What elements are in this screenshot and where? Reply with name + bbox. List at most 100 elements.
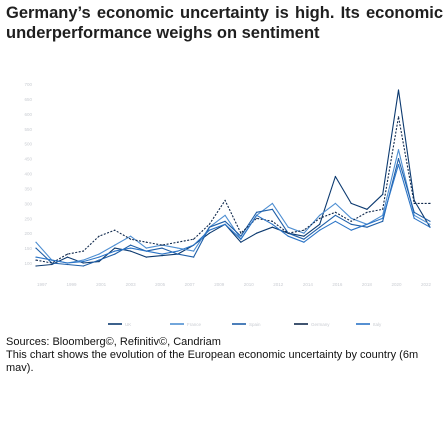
y-tick-label: 500	[24, 142, 32, 147]
data-point	[208, 223, 210, 225]
data-point	[303, 229, 305, 231]
data-point	[35, 256, 37, 258]
data-point	[271, 226, 273, 228]
data-point	[397, 164, 400, 166]
data-point	[429, 223, 431, 225]
x-tick-label: 2018	[362, 282, 373, 287]
data-point	[130, 247, 132, 249]
data-point	[208, 226, 210, 228]
y-tick-label: 550	[24, 127, 32, 132]
x-tick-label: 2010	[244, 282, 255, 287]
data-point	[397, 89, 400, 91]
data-point	[145, 250, 147, 252]
data-point	[303, 241, 305, 243]
legend-label: UK	[125, 322, 131, 327]
data-point	[98, 235, 100, 237]
data-point	[145, 256, 147, 258]
data-point	[82, 259, 84, 261]
y-tick-label: 600	[24, 112, 32, 117]
data-point	[82, 261, 84, 263]
series-line-spain	[35, 158, 431, 267]
data-point	[240, 232, 242, 234]
x-tick-label: 2016	[332, 282, 343, 287]
data-point	[350, 202, 352, 204]
data-point	[224, 223, 226, 225]
data-point	[303, 235, 305, 237]
x-tick-label: 2012	[273, 282, 284, 287]
data-point	[271, 202, 273, 204]
data-point	[397, 158, 400, 160]
x-tick-label: 1999	[67, 282, 78, 287]
y-tick-label: 150	[24, 246, 32, 251]
data-point	[82, 262, 84, 264]
data-point	[177, 247, 179, 249]
x-tick-label: 2003	[126, 282, 137, 287]
x-tick-label: 2001	[96, 282, 107, 287]
data-point	[256, 217, 258, 219]
x-tick-label: 1997	[37, 282, 48, 287]
data-point	[382, 208, 384, 210]
x-tick-labels: 1997 1999 2001 2003 2005 2007 2009 2010 2012 2014…	[37, 282, 432, 287]
data-point	[240, 241, 242, 243]
data-point	[256, 232, 258, 234]
data-point	[66, 263, 69, 266]
data-point	[319, 226, 321, 228]
data-point	[208, 232, 210, 234]
legend: UK France Spain Germany Italy	[108, 322, 382, 327]
data-point	[287, 232, 289, 234]
data-point	[224, 199, 226, 201]
data-point	[114, 244, 116, 246]
y-tick-label: 300	[24, 201, 32, 206]
data-point	[429, 226, 431, 228]
data-point	[382, 220, 384, 222]
data-point	[224, 220, 226, 222]
y-tick-label: 700	[24, 82, 32, 87]
legend-label: Spain	[249, 322, 261, 327]
data-point	[224, 214, 226, 216]
data-point	[303, 232, 305, 234]
data-point	[66, 253, 69, 255]
data-point	[413, 202, 415, 204]
sources-note: Sources: Bloomberg©, Refinitiv©, Candria…	[6, 336, 443, 375]
data-point	[382, 217, 384, 219]
data-point	[35, 247, 37, 249]
data-point	[334, 211, 336, 213]
data-point	[271, 220, 273, 222]
data-point	[429, 220, 431, 222]
data-point	[161, 255, 163, 257]
y-tick-label: 450	[24, 157, 32, 162]
series-line-france	[35, 149, 431, 264]
data-point	[334, 214, 336, 216]
x-tick-label: 2020	[391, 282, 402, 287]
data-point	[145, 247, 147, 249]
data-point	[240, 238, 242, 240]
data-point	[193, 238, 195, 240]
chart-figure: 100150200250300350400450500550600650700 …	[24, 82, 432, 327]
data-point	[35, 259, 37, 261]
data-point	[161, 247, 163, 249]
y-tick-label: 350	[24, 186, 32, 191]
data-point	[145, 241, 147, 243]
x-tick-label: 2022	[421, 282, 432, 287]
data-point	[319, 214, 321, 216]
data-point	[98, 256, 100, 258]
chart-heading: Germany’s economic uncertainty is high. …	[6, 4, 443, 42]
data-point	[35, 241, 37, 243]
legend-label: Italy	[373, 322, 382, 327]
data-point	[193, 250, 195, 252]
data-point	[51, 262, 53, 264]
data-point	[193, 244, 195, 246]
data-point	[303, 238, 305, 240]
legend-label: Germany	[311, 322, 330, 327]
legend-label: France	[187, 322, 202, 327]
data-point	[366, 226, 368, 228]
y-tick-label: 100	[24, 261, 32, 266]
data-point	[130, 235, 132, 237]
data-point	[350, 229, 352, 231]
data-point	[256, 211, 258, 213]
data-point	[177, 241, 179, 243]
data-point	[382, 193, 384, 195]
series-lines	[35, 89, 431, 267]
data-point	[319, 229, 321, 231]
data-point	[366, 208, 368, 210]
